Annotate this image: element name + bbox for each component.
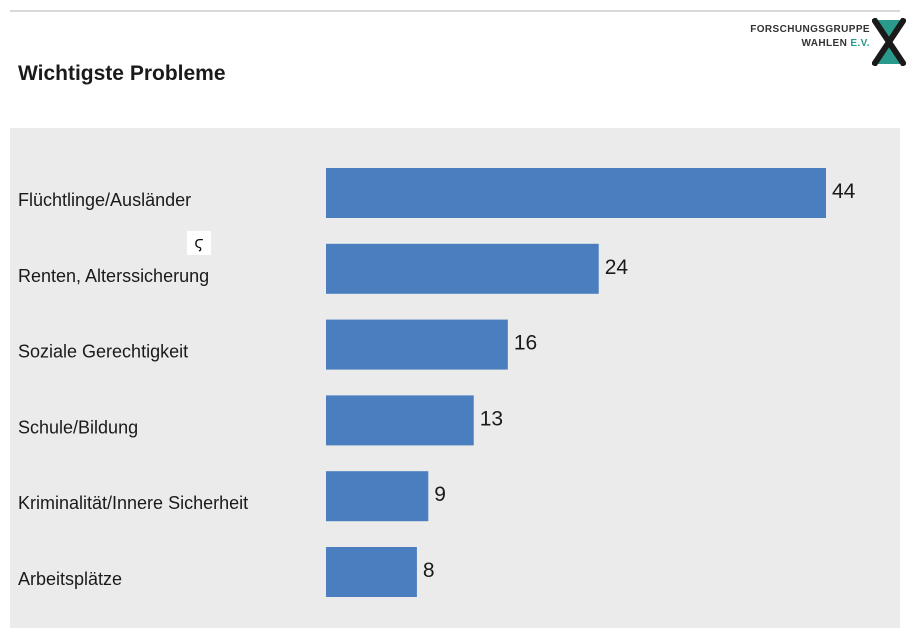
category-label: Renten, Alterssicherung <box>18 266 209 286</box>
bar <box>326 471 429 522</box>
value-label: 9 <box>434 483 446 506</box>
bar <box>326 168 826 218</box>
chart-title: Wichtigste Probleme <box>18 62 226 85</box>
top-divider <box>10 10 900 12</box>
category-label: Arbeitsplätze <box>18 569 122 589</box>
category-label: Soziale Gerechtigkeit <box>18 342 188 362</box>
category-label: Flüchtlinge/Ausländer <box>18 190 191 210</box>
value-label: 24 <box>605 256 629 279</box>
publisher-logo: FORSCHUNGSGRUPPE WAHLEN E.V. <box>690 14 906 74</box>
chart-panel: Flüchtlinge/Ausländer 44 Renten, Alterssic… <box>10 128 900 628</box>
category-label: Kriminalität/Innere Sicherheit <box>18 493 248 513</box>
value-label: 44 <box>832 180 856 203</box>
value-label: 8 <box>423 559 435 582</box>
bar-chart: Flüchtlinge/Ausländer 44 Renten, Alterssic… <box>18 168 856 597</box>
logo-text-line2: WAHLEN E.V. <box>801 38 870 49</box>
bar <box>326 547 417 597</box>
fgw-x-logo-icon <box>872 18 906 66</box>
logo-text-line1: FORSCHUNGSGRUPPE <box>750 24 870 35</box>
value-label: 13 <box>480 407 503 430</box>
category-label: Schule/Bildung <box>18 417 138 437</box>
bar <box>326 243 599 294</box>
bar <box>326 395 474 446</box>
logo-text-main: WAHLEN <box>801 38 848 49</box>
bar <box>326 319 508 370</box>
value-label: 16 <box>514 332 537 355</box>
cursor-glyph-icon: ϛ <box>187 231 211 255</box>
logo-text-accent: E.V. <box>850 38 870 49</box>
